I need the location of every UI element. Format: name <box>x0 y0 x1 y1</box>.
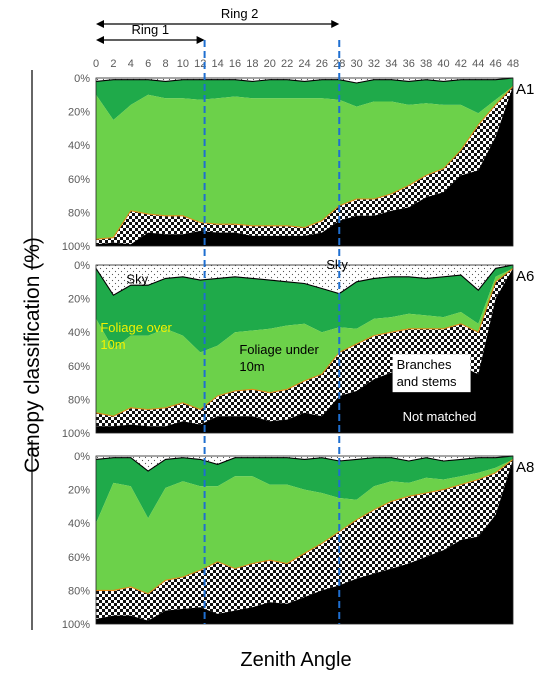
y-tick-label: 0% <box>74 451 90 463</box>
area-foliage-under-10m <box>96 459 513 594</box>
y-tick-label: 20% <box>68 294 90 306</box>
area-branches-and-stems <box>96 459 513 621</box>
x-tick-label: 30 <box>351 58 363 70</box>
x-tick-label: 2 <box>110 58 116 70</box>
ring-indicators: Ring 1 Ring 2 <box>96 6 340 44</box>
annotation-label: Foliage over 10m <box>100 320 172 352</box>
annotation-box <box>392 354 471 393</box>
panel-frame <box>95 77 514 247</box>
area-not-matched <box>96 86 513 247</box>
panel-a8: 0% 20% 40% 60% 80% 100% A8 <box>62 451 535 631</box>
panel-label: A8 <box>516 459 534 476</box>
panels: 0% 20% 40% 60% 80% 100% A1 0% 20% 40% 60% 80% 100% A6… <box>62 73 535 631</box>
y-axis-label: Canopy classification (%) <box>21 237 44 473</box>
x-tick-label: 14 <box>212 58 224 70</box>
ring-arrow-head-left <box>96 36 104 44</box>
branches-boundary-line <box>95 267 514 417</box>
x-tick-label: 8 <box>162 58 168 70</box>
area-foliage-under-10m <box>96 268 513 417</box>
area-branches-and-stems <box>96 268 513 427</box>
x-tick-label: 26 <box>316 58 328 70</box>
sky-boundary-line <box>95 455 514 472</box>
x-tick-label: 12 <box>194 58 206 70</box>
y-tick-label: 60% <box>68 361 90 373</box>
panel-a1: 0% 20% 40% 60% 80% 100% A1 <box>62 73 535 253</box>
area-foliage-over-10m <box>96 265 513 353</box>
x-tick-label: 40 <box>437 58 449 70</box>
ring-arrow-head-left <box>96 20 104 28</box>
x-axis-ticks: 0246810121416182022242628303234363840424… <box>93 58 519 70</box>
ring-arrow-head-right <box>196 36 205 44</box>
x-tick-label: 48 <box>507 58 519 70</box>
y-tick-label: 100% <box>62 428 90 440</box>
x-tick-label: 42 <box>455 58 467 70</box>
y-tick-label: 80% <box>68 585 90 597</box>
y-tick-label: 60% <box>68 552 90 564</box>
x-tick-label: 20 <box>264 58 276 70</box>
branches-boundary-line <box>96 458 514 595</box>
x-tick-label: 38 <box>420 58 432 70</box>
panel-label: A6 <box>516 268 534 285</box>
annotation-label: Foliage under 10m <box>239 342 319 374</box>
x-tick-label: 44 <box>472 58 484 70</box>
area-not-matched <box>96 459 513 624</box>
y-tick-label: 40% <box>68 327 90 339</box>
y-tick-label: 40% <box>68 518 90 530</box>
x-tick-label: 16 <box>229 58 241 70</box>
area-sky <box>96 456 513 472</box>
x-tick-label: 0 <box>93 58 99 70</box>
area-branches-and-stems <box>96 86 513 245</box>
ring-divider-lines <box>203 40 341 624</box>
annotation-label: Sky <box>326 257 348 272</box>
panel-frame <box>95 264 514 434</box>
x-tick-label: 10 <box>177 58 189 70</box>
x-tick-label: 22 <box>281 58 293 70</box>
axis-labels: Canopy classification (%) Zenith Angle <box>21 70 352 671</box>
x-tick-label: 6 <box>145 58 151 70</box>
sky-boundary-line <box>95 264 514 296</box>
branches-boundary-line <box>95 86 514 240</box>
ring-label: Ring 1 <box>132 22 170 37</box>
ring-label: Ring 2 <box>221 6 259 21</box>
x-tick-label: 4 <box>128 58 134 70</box>
x-tick-label: 34 <box>385 58 397 70</box>
y-tick-label: 60% <box>68 174 90 186</box>
y-tick-label: 100% <box>62 619 90 631</box>
x-axis-label: Zenith Angle <box>240 649 351 671</box>
y-tick-label: 20% <box>68 107 90 119</box>
x-tick-label: 32 <box>368 58 380 70</box>
x-tick-label: 24 <box>298 58 310 70</box>
annotation-label: Branches and stems <box>397 357 457 389</box>
y-tick-label: 80% <box>68 207 90 219</box>
area-foliage-under-10m <box>96 86 513 240</box>
y-tick-label: 0% <box>74 260 90 272</box>
x-tick-label: 18 <box>246 58 258 70</box>
y-tick-label: 20% <box>68 485 90 497</box>
annotation-label: Sky <box>126 271 148 286</box>
annotation-label: Not matched <box>403 409 477 424</box>
area-sky <box>96 265 513 296</box>
y-tick-label: 0% <box>74 73 90 85</box>
sky-boundary-line <box>95 77 514 84</box>
y-tick-label: 100% <box>62 241 90 253</box>
area-foliage-over-10m <box>96 78 513 120</box>
panel-label: A1 <box>516 81 534 98</box>
y-tick-label: 40% <box>68 140 90 152</box>
x-tick-label: 36 <box>403 58 415 70</box>
ring-arrow-head-right <box>331 20 340 28</box>
x-tick-label: 46 <box>490 58 502 70</box>
panel-frame <box>95 455 514 625</box>
y-tick-label: 80% <box>68 394 90 406</box>
